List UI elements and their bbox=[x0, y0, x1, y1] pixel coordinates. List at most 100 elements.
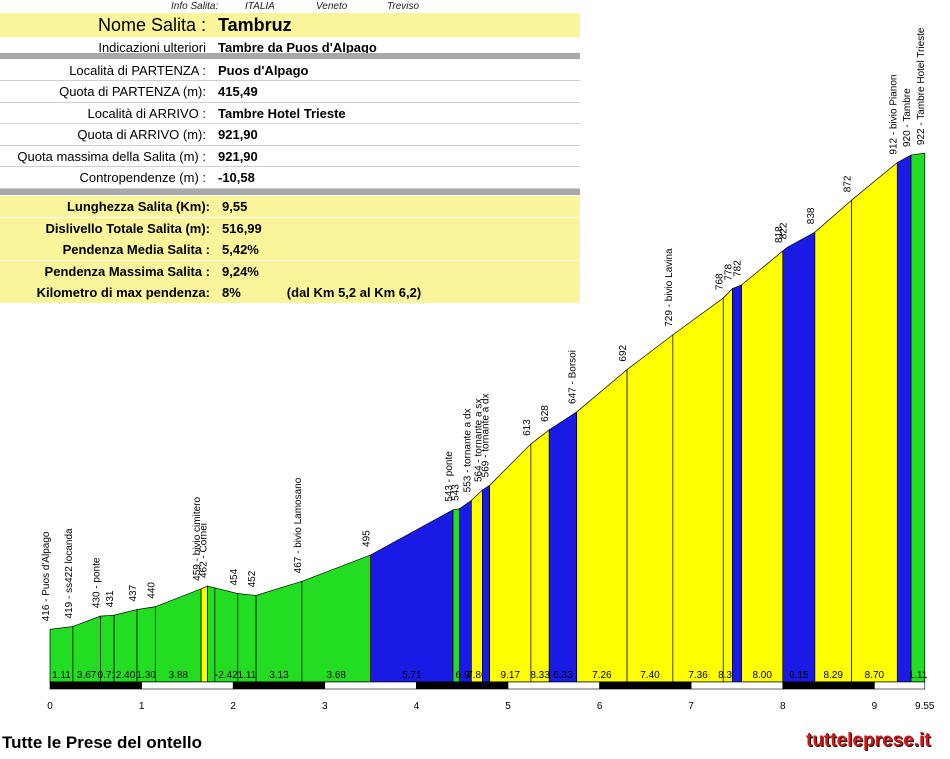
segment-grade-label: 6.15 bbox=[789, 670, 809, 681]
profile-segment bbox=[896, 154, 912, 683]
panel-row: Contropendenze (m) : -10,58 bbox=[0, 167, 580, 189]
info-label: Info Salita: bbox=[171, 1, 219, 12]
profile-segment bbox=[301, 554, 371, 683]
km-scale-bar bbox=[507, 681, 600, 690]
segment-grade-label: 9.17 bbox=[501, 670, 521, 681]
profile-segment bbox=[214, 587, 239, 683]
point-label: 430 - ponte bbox=[91, 557, 102, 608]
segment-grade-label: 1.11 bbox=[909, 670, 928, 681]
profile-segment bbox=[576, 368, 628, 683]
row-extra: (dal Km 5,2 al Km 6,2) bbox=[286, 285, 422, 300]
x-tick-label: 5 bbox=[505, 701, 511, 712]
point-label: 553 - tornante a dx bbox=[462, 408, 473, 492]
panel-row: Kilometro di max pendenza: 8% (dal Km 5,2 … bbox=[0, 282, 580, 303]
row-label: Pendenza Media Salita : bbox=[62, 242, 210, 257]
point-label: 647 - Borsoi bbox=[568, 350, 579, 404]
profile-segment bbox=[482, 484, 491, 683]
profile-segment bbox=[255, 580, 303, 683]
point-label: 459 - bivio cimitero bbox=[192, 496, 203, 580]
point-label: 569 - tornante a dx bbox=[481, 393, 492, 477]
point-label: 437 bbox=[128, 584, 139, 601]
point-label: 416 - Puos d'Alpago bbox=[41, 531, 52, 621]
x-tick-label: 1 bbox=[139, 701, 145, 712]
panel-row: Quota massima della Salita (m) : 921,90 bbox=[0, 146, 580, 167]
point-label: 454 bbox=[229, 568, 240, 585]
point-label: 431 bbox=[105, 590, 116, 607]
logo-left-text: Tutte le Prese del ontello bbox=[2, 733, 202, 752]
info-country: ITALIA bbox=[245, 1, 275, 12]
row-label: Kilometro di max pendenza: bbox=[36, 285, 210, 300]
row-label: Quota di PARTENZA (m): bbox=[59, 84, 206, 99]
panel-row-indicazioni: Indicazioni ulteriori Tambre da Puos d'A… bbox=[0, 37, 580, 58]
row-value: 8% bbox=[222, 285, 241, 300]
separator bbox=[0, 189, 580, 195]
point-label: 818 bbox=[774, 226, 785, 243]
km-scale-bar bbox=[324, 681, 417, 690]
x-tick-label: 9.55 bbox=[915, 701, 935, 712]
profile-segment bbox=[782, 231, 816, 683]
panel-row: Località di PARTENZA : Puos d'Alpago bbox=[0, 60, 580, 81]
point-label: 782 bbox=[733, 260, 744, 277]
segment-grade-label: 2.40 bbox=[116, 670, 136, 681]
profile-segment bbox=[814, 199, 852, 683]
segment-grade-label: 3.13 bbox=[269, 670, 289, 681]
km-scale-bar bbox=[232, 681, 326, 690]
km-scale-bar bbox=[49, 681, 142, 690]
title-label: Nome Salita : bbox=[97, 14, 206, 35]
point-label: 838 bbox=[806, 207, 817, 224]
row-label: Lunghezza Salita (Km): bbox=[66, 199, 210, 214]
profile-segment bbox=[207, 585, 216, 683]
km-scale-bar bbox=[782, 681, 875, 690]
profile-segment bbox=[154, 588, 202, 683]
profile-segment bbox=[548, 411, 578, 683]
x-tick-label: 9 bbox=[872, 701, 878, 712]
segment-grade-label: 8.33 bbox=[530, 670, 550, 681]
segment-grade-label: 6.33 bbox=[553, 670, 573, 681]
row-value: 5,42% bbox=[222, 242, 259, 257]
x-tick-label: 6 bbox=[597, 701, 603, 712]
row-value: 9,24% bbox=[222, 263, 259, 279]
title-value: Tambruz bbox=[218, 14, 292, 35]
tutte-le-prese-logo: Tutte le Prese del ontello bbox=[2, 733, 202, 753]
row-value: -10,58 bbox=[218, 170, 255, 185]
row-value: 516,99 bbox=[222, 220, 262, 236]
row-label: Località di ARRIVO : bbox=[87, 105, 207, 121]
profile-segment bbox=[200, 585, 208, 683]
row-value: Tambre Hotel Trieste bbox=[218, 105, 346, 121]
info-region: Veneto bbox=[316, 1, 348, 12]
profile-segment bbox=[489, 443, 532, 683]
x-tick-label: 4 bbox=[414, 701, 420, 712]
point-label: 822 bbox=[778, 222, 789, 239]
point-label: 692 bbox=[618, 344, 629, 361]
profile-segment bbox=[459, 499, 472, 683]
segment-grade-label: 1.30 bbox=[136, 670, 156, 681]
profile-segment bbox=[626, 334, 674, 683]
row-label: Pendenza Massima Salita : bbox=[44, 263, 210, 279]
info-header: Info Salita: ITALIA Veneto Treviso bbox=[0, 0, 580, 13]
profile-segment bbox=[851, 161, 898, 683]
segment-grade-label: 7.86 bbox=[467, 670, 487, 681]
segment-grade-label: 8.29 bbox=[823, 670, 843, 681]
point-label: 467 - bivio Lamosano bbox=[293, 477, 304, 573]
km-scale-bar bbox=[690, 681, 784, 690]
title-row: Nome Salita : Tambruz bbox=[0, 13, 580, 37]
x-tick-label: 8 bbox=[780, 701, 786, 712]
profile-segment bbox=[732, 284, 742, 683]
km-scale-bar bbox=[599, 681, 692, 690]
point-label: 628 bbox=[540, 405, 551, 422]
point-label: 564 - tornante a sx bbox=[473, 399, 484, 482]
km-scale-bar bbox=[416, 681, 509, 690]
logo-right-text: tutteleprese.it bbox=[806, 730, 931, 751]
row-value: Tambre da Puos d'Alpago bbox=[218, 39, 377, 55]
x-tick-label: 3 bbox=[322, 701, 328, 712]
profile-segment bbox=[471, 489, 483, 683]
info-province: Treviso bbox=[387, 1, 420, 12]
km-scale-bar bbox=[141, 681, 234, 690]
point-label: 419 - ss422 locanda bbox=[64, 528, 75, 619]
segment-grade-label: -2.42 bbox=[215, 670, 238, 681]
point-label: 768 bbox=[714, 273, 725, 290]
profile-segment bbox=[741, 250, 784, 683]
point-label: 462 - Cornei bbox=[199, 523, 210, 578]
row-value: 415,49 bbox=[218, 84, 258, 99]
